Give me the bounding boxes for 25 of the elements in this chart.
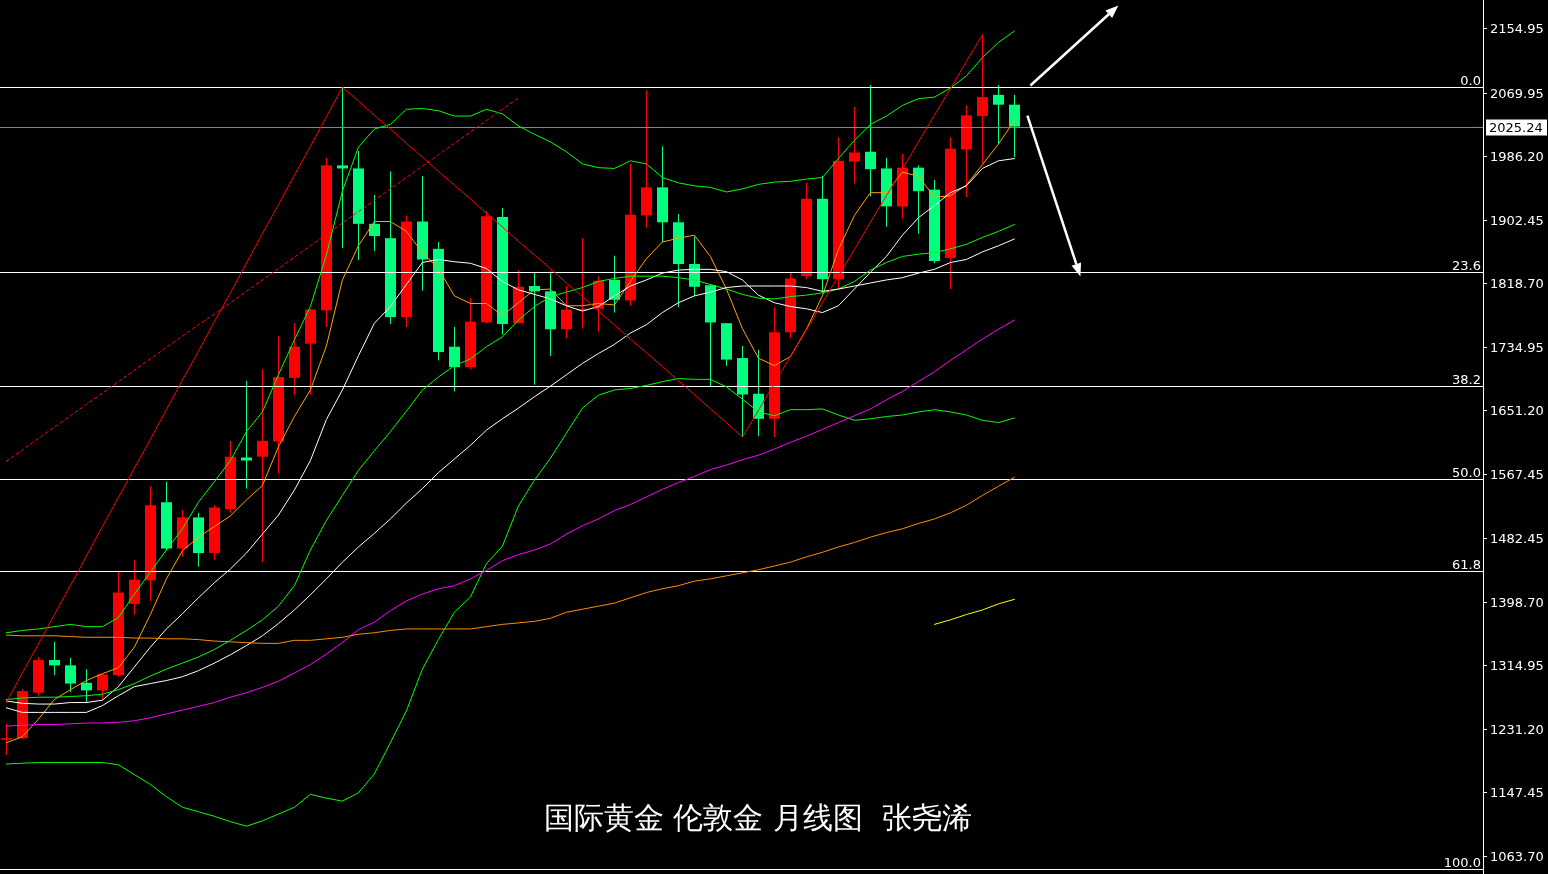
y-tick-label: 1314.95 — [1490, 658, 1544, 673]
ref-line-label: 2025.24 — [1489, 120, 1543, 135]
y-tick-label: 1063.70 — [1490, 849, 1544, 864]
y-tick-label: 1818.70 — [1490, 276, 1544, 291]
y-tick-label: 1398.70 — [1490, 595, 1544, 610]
y-tick-label: 1986.20 — [1490, 149, 1544, 164]
y-tick-label: 2069.95 — [1490, 86, 1544, 101]
annotation: 50.0 — [1452, 464, 1481, 480]
annotation: 23.6 — [1452, 257, 1481, 273]
annotation: 100.0 — [1443, 854, 1481, 870]
y-tick-label: 1231.20 — [1490, 722, 1544, 737]
y-tick-label: 1147.45 — [1490, 785, 1544, 800]
annotation: 61.8 — [1452, 556, 1481, 572]
y-tick-label: 2154.95 — [1490, 21, 1544, 36]
line-series — [5, 476, 1015, 644]
annotation: 38.2 — [1452, 371, 1481, 387]
y-tick-label: 1651.20 — [1490, 403, 1544, 418]
line-series — [933, 598, 1015, 625]
text: 国际黄金 伦敦金 月线图 张尧浠 — [543, 800, 973, 835]
y-tick-label: 1567.45 — [1490, 467, 1544, 482]
y-tick-label: 1482.45 — [1490, 531, 1544, 546]
line-series — [5, 319, 1015, 727]
y-tick-label: 1902.45 — [1490, 213, 1544, 228]
annotation: 0.0 — [1460, 72, 1481, 88]
y-tick-label: 1734.95 — [1490, 340, 1544, 355]
